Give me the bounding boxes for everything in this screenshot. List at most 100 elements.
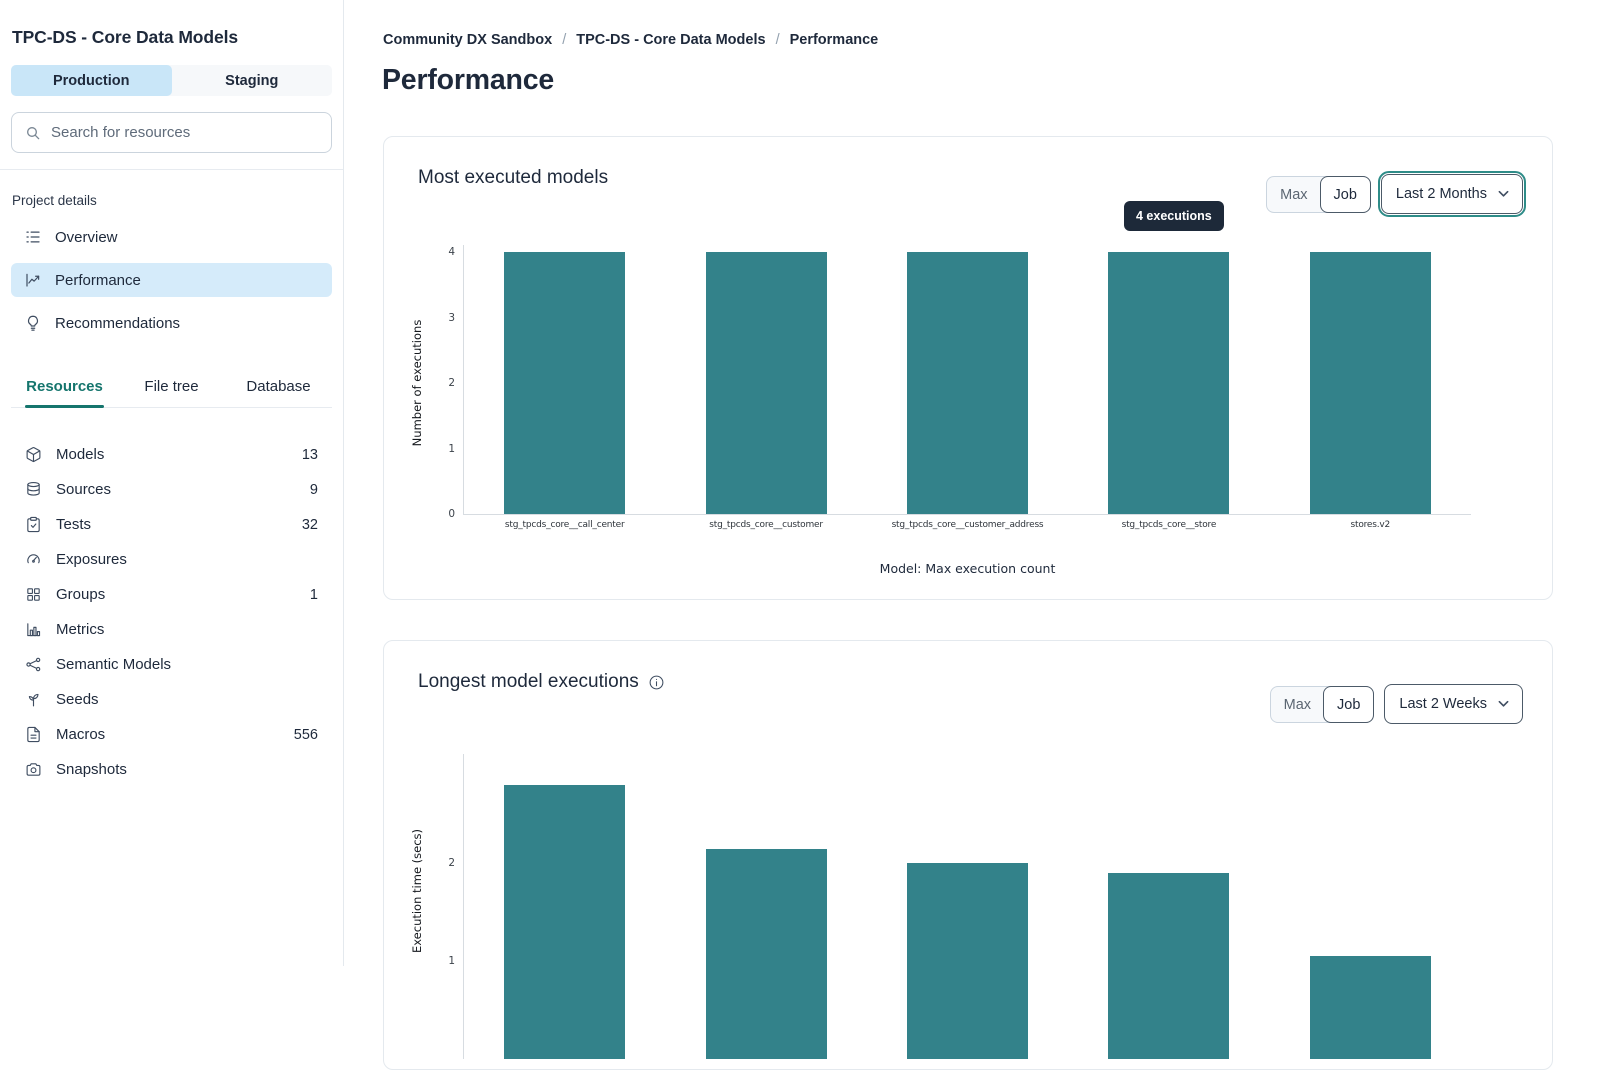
most-executed-models-chart: Number of executions Model: Max executio…	[464, 252, 1471, 514]
breadcrumb-link-account[interactable]: Community DX Sandbox	[383, 32, 552, 48]
breadcrumb-separator: /	[776, 32, 780, 48]
list-icon	[24, 228, 42, 246]
tab-production[interactable]: Production	[11, 65, 172, 96]
resource-count: 13	[302, 447, 318, 463]
resource-label: Semantic Models	[56, 656, 318, 673]
search-input[interactable]	[51, 124, 318, 141]
x-axis-line	[463, 514, 1471, 515]
x-category-label: stg_tpcds_core__customer_address	[867, 520, 1068, 530]
environment-tabs: Production Staging	[11, 65, 332, 96]
sidebar: TPC-DS - Core Data Models Production Sta…	[0, 0, 344, 966]
search-icon	[25, 125, 41, 141]
y-tick-label: 4	[448, 246, 455, 258]
database-icon	[25, 481, 42, 498]
dropdown-value: Last 2 Weeks	[1399, 696, 1487, 712]
resource-label: Tests	[56, 516, 302, 533]
tab-database[interactable]: Database	[225, 369, 332, 407]
resource-item-exposures[interactable]: Exposures	[11, 542, 332, 577]
bar-3[interactable]	[1108, 252, 1229, 514]
resource-item-metrics[interactable]: Metrics	[11, 612, 332, 647]
card-title-text: Most executed models	[418, 167, 608, 189]
y-tick-label: 2	[448, 377, 455, 389]
max-job-toggle: Max Job	[1270, 686, 1375, 723]
bar-0[interactable]	[504, 785, 625, 1059]
resource-count: 9	[310, 482, 318, 498]
tab-staging[interactable]: Staging	[172, 65, 333, 96]
project-nav: Overview Performance Recommendations	[11, 220, 332, 340]
file-text-icon	[25, 726, 42, 743]
nav-item-overview[interactable]: Overview	[11, 220, 332, 254]
bar-2[interactable]	[907, 863, 1028, 1058]
bar-4[interactable]	[1310, 252, 1431, 514]
nav-item-recommendations[interactable]: Recommendations	[11, 306, 332, 340]
chart-line-icon	[24, 271, 42, 289]
toggle-max[interactable]: Max	[1271, 687, 1324, 722]
page-title: Performance	[382, 64, 1621, 97]
resource-label: Metrics	[56, 621, 318, 638]
nav-item-label: Overview	[55, 229, 118, 246]
tab-resources[interactable]: Resources	[11, 369, 118, 407]
nav-item-performance[interactable]: Performance	[11, 263, 332, 297]
resource-item-models[interactable]: Models 13	[11, 437, 332, 472]
x-axis-title: Model: Max execution count	[464, 561, 1471, 576]
card-title-text: Longest model executions	[418, 671, 639, 693]
grid-icon	[25, 586, 42, 603]
y-tick-label: 1	[448, 955, 455, 967]
y-tick-label: 0	[448, 508, 455, 520]
breadcrumb-current: Performance	[790, 32, 879, 48]
breadcrumb: Community DX Sandbox / TPC-DS - Core Dat…	[383, 32, 1621, 48]
chart-controls: Max Job Last 2 Weeks	[1270, 684, 1523, 724]
bar-chart-icon	[25, 621, 42, 638]
bar-1[interactable]	[706, 252, 827, 514]
y-axis-title: Number of executions	[410, 320, 424, 447]
x-category-label: stg_tpcds_core__customer	[665, 520, 866, 530]
chevron-down-icon	[1498, 700, 1509, 708]
bar-4[interactable]	[1310, 956, 1431, 1059]
info-icon[interactable]	[648, 674, 665, 691]
chevron-down-icon	[1498, 190, 1509, 198]
nodes-icon	[25, 656, 42, 673]
resource-item-macros[interactable]: Macros 556	[11, 717, 332, 752]
chart-controls: Max Job Last 2 Months	[1266, 174, 1523, 214]
bar-0[interactable]	[504, 252, 625, 514]
y-tick-label: 3	[448, 312, 455, 324]
nav-item-label: Performance	[55, 272, 141, 289]
resource-label: Snapshots	[56, 761, 318, 778]
card-title: Most executed models	[418, 167, 608, 189]
toggle-job[interactable]: Job	[1320, 176, 1371, 213]
resource-item-snapshots[interactable]: Snapshots	[11, 752, 332, 787]
resource-item-sources[interactable]: Sources 9	[11, 472, 332, 507]
y-axis-line	[463, 245, 464, 514]
lightbulb-icon	[24, 314, 42, 332]
resource-item-groups[interactable]: Groups 1	[11, 577, 332, 612]
chart-tooltip: 4 executions	[1124, 201, 1224, 231]
toggle-max[interactable]: Max	[1267, 177, 1320, 212]
nav-item-label: Recommendations	[55, 315, 180, 332]
toggle-job[interactable]: Job	[1323, 686, 1374, 723]
bar-1[interactable]	[706, 849, 827, 1059]
resource-label: Models	[56, 446, 302, 463]
y-axis-line	[463, 754, 464, 1059]
clipboard-check-icon	[25, 516, 42, 533]
resource-label: Macros	[56, 726, 294, 743]
x-category-label: stg_tpcds_core__store	[1068, 520, 1269, 530]
bar-2[interactable]	[907, 252, 1028, 514]
breadcrumb-separator: /	[562, 32, 566, 48]
y-tick-label: 2	[448, 857, 455, 869]
time-range-dropdown[interactable]: Last 2 Months	[1381, 174, 1523, 214]
project-title: TPC-DS - Core Data Models	[12, 27, 332, 48]
search-box[interactable]	[11, 112, 332, 153]
resource-item-tests[interactable]: Tests 32	[11, 507, 332, 542]
resource-list: Models 13 Sources 9 Tests 32 Exposures	[11, 437, 332, 787]
tab-file-tree[interactable]: File tree	[118, 369, 225, 407]
sprout-icon	[25, 691, 42, 708]
resource-count: 556	[294, 727, 318, 743]
resource-item-semantic-models[interactable]: Semantic Models	[11, 647, 332, 682]
dropdown-value: Last 2 Months	[1396, 186, 1487, 202]
x-category-label: stores.v2	[1270, 520, 1471, 530]
resource-item-seeds[interactable]: Seeds	[11, 682, 332, 717]
resource-label: Groups	[56, 586, 310, 603]
breadcrumb-link-project[interactable]: TPC-DS - Core Data Models	[576, 32, 765, 48]
time-range-dropdown[interactable]: Last 2 Weeks	[1384, 684, 1523, 724]
